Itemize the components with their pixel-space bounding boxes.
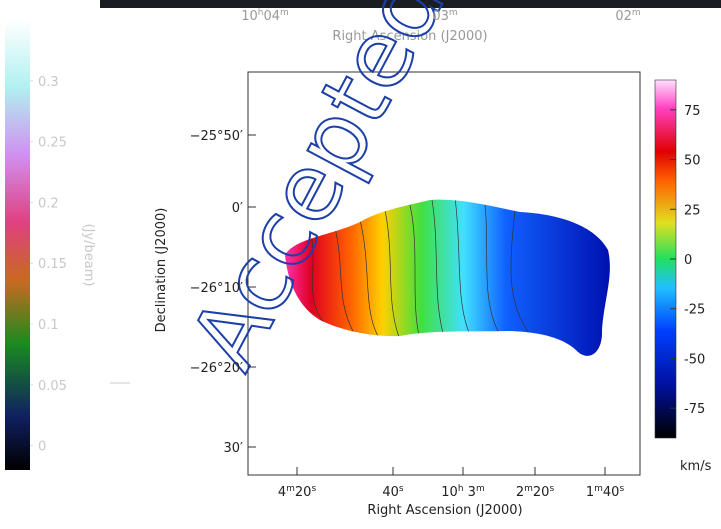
tick-label: -75 <box>684 402 705 417</box>
tick-label: 0.15 <box>38 257 67 272</box>
tick-label: 10h04m <box>241 8 289 24</box>
tick-label: 1m40s <box>586 484 625 500</box>
superscript: s <box>619 484 624 494</box>
tick-text: 20 <box>295 485 312 500</box>
tick-label: 25 <box>684 203 701 218</box>
superscript: s <box>399 484 404 494</box>
superscript: s <box>549 484 554 494</box>
tick-label: 0.2 <box>38 196 59 211</box>
y-tick-label: −25°50′ <box>190 129 243 144</box>
superscript: m <box>286 484 295 494</box>
tick-label: 75 <box>684 104 701 119</box>
y-tick-label: −26°20′ <box>190 361 243 376</box>
superscript: m <box>280 8 289 18</box>
tick-label: 4m20s <box>278 484 317 500</box>
tick-text: 20 <box>533 485 550 500</box>
tick-label: 02m <box>615 8 640 24</box>
tick-text: 2 <box>516 485 524 500</box>
tick-label: 10h 3m <box>441 484 484 500</box>
tick-label: 0 <box>684 253 692 268</box>
superscript: m <box>449 8 458 18</box>
tick-text: 4 <box>278 485 286 500</box>
tick-label: 0.1 <box>38 318 59 333</box>
tick-text: 03 <box>432 9 449 24</box>
superscript: s <box>311 484 316 494</box>
tick-label: 50 <box>684 154 701 169</box>
x-axis-label: Right Ascension (J2000) <box>367 503 522 518</box>
figure: (Jy/beam) Right Ascension (J2000) Declin… <box>0 0 721 525</box>
tick-text: 04 <box>263 9 280 24</box>
colorbar-unit: km/s <box>680 459 712 474</box>
tick-text: 40 <box>382 485 399 500</box>
tick-label: 0.05 <box>38 379 67 394</box>
superscript: m <box>524 484 533 494</box>
tick-text: 3 <box>464 485 476 500</box>
tick-label: 40s <box>382 484 404 500</box>
y-tick-label: 30′ <box>224 441 244 456</box>
tick-text: 1 <box>586 485 594 500</box>
y-axis-label: Declination (J2000) <box>154 208 169 333</box>
tick-label: 0.25 <box>38 136 67 151</box>
tick-text: 02 <box>615 9 632 24</box>
tick-label: -25 <box>684 303 705 318</box>
colorbar-label: (Jy/beam) <box>81 224 96 287</box>
tick-label: -50 <box>684 352 705 367</box>
tick-text: 10 <box>441 485 458 500</box>
intensity-colorbar <box>5 20 30 470</box>
y-tick-label: −26°10′ <box>190 281 243 296</box>
tick-text: 40 <box>603 485 620 500</box>
tick-label: 0 <box>38 440 46 455</box>
tick-label: 2m20s <box>516 484 555 500</box>
tick-text: 10 <box>241 9 258 24</box>
y-tick-label: 0′ <box>232 201 243 216</box>
superscript: m <box>594 484 603 494</box>
tick-label: 0.3 <box>38 75 59 90</box>
superscript: m <box>476 484 485 494</box>
superscript: m <box>632 8 641 18</box>
